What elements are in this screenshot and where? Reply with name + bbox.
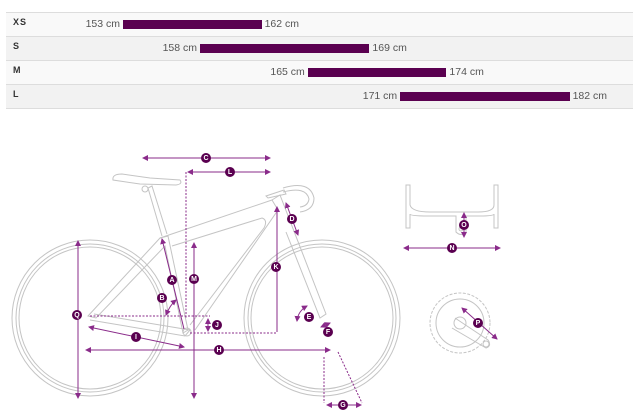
height-range-bar bbox=[200, 44, 370, 53]
svg-text:E: E bbox=[307, 314, 312, 321]
height-range-bar bbox=[123, 20, 262, 29]
dimension-lines bbox=[75, 155, 501, 408]
max-height-label: 174 cm bbox=[449, 66, 484, 78]
dimension-badge-q: Q bbox=[72, 310, 82, 320]
chain-stay bbox=[89, 313, 191, 337]
svg-text:G: G bbox=[340, 402, 346, 409]
svg-text:K: K bbox=[273, 264, 278, 271]
svg-text:D: D bbox=[289, 216, 294, 223]
handlebar bbox=[282, 185, 315, 213]
dimension-badge-g: G bbox=[338, 400, 348, 410]
size-row-xs: XS 153 cm 162 cm bbox=[6, 13, 633, 37]
size-label: L bbox=[13, 89, 20, 99]
crank-arm bbox=[451, 317, 491, 349]
dimension-badge-f: F bbox=[323, 327, 333, 337]
stem bbox=[265, 189, 287, 199]
max-height-label: 169 cm bbox=[372, 42, 407, 54]
min-height-label: 165 cm bbox=[270, 66, 305, 78]
max-height-label: 162 cm bbox=[264, 18, 300, 30]
size-chart: XS 153 cm 162 cm S 158 cm 169 cm M 165 cm 174 cm… bbox=[6, 12, 633, 109]
dimension-badge-c: C bbox=[201, 153, 211, 163]
size-label: M bbox=[13, 65, 22, 75]
seat-post bbox=[147, 185, 168, 237]
dimension-badge-n: N bbox=[447, 243, 457, 253]
dimension-badge-p: P bbox=[473, 318, 483, 328]
dimension-badge-e: E bbox=[304, 312, 314, 322]
max-height-label: 182 cm bbox=[572, 90, 608, 102]
size-label: S bbox=[13, 41, 21, 51]
svg-text:J: J bbox=[215, 322, 219, 329]
dimension-badge-k: K bbox=[271, 262, 281, 272]
svg-text:F: F bbox=[326, 329, 331, 336]
size-row-m: M 165 cm 174 cm bbox=[6, 61, 633, 85]
min-height-label: 153 cm bbox=[85, 18, 120, 30]
size-label: XS bbox=[13, 17, 28, 27]
svg-text:P: P bbox=[476, 320, 481, 327]
svg-text:I: I bbox=[135, 334, 137, 341]
fork bbox=[271, 194, 327, 319]
dimension-badge-a: A bbox=[167, 275, 177, 285]
rear-wheel bbox=[11, 239, 169, 397]
svg-text:C: C bbox=[203, 155, 208, 162]
dimension-badge-b: B bbox=[157, 293, 167, 303]
saddle bbox=[112, 173, 182, 186]
dimension-badge-h: H bbox=[214, 345, 224, 355]
min-height-label: 158 cm bbox=[162, 42, 197, 54]
dimension-badge-d: D bbox=[287, 214, 297, 224]
dimension-badge-i: I bbox=[131, 332, 141, 342]
handlebar-front-view bbox=[405, 184, 499, 235]
height-range-bar bbox=[400, 92, 570, 101]
bike-frame-outline bbox=[11, 173, 499, 397]
dimension-badge-j: J bbox=[212, 320, 222, 330]
dimension-badge-o: O bbox=[459, 220, 469, 230]
svg-text:A: A bbox=[169, 277, 174, 284]
svg-text:H: H bbox=[216, 347, 221, 354]
height-range-bar bbox=[307, 68, 447, 77]
dimension-badge-l: L bbox=[225, 167, 235, 177]
size-row-l: L 171 cm 182 cm bbox=[6, 85, 633, 109]
top-down-tube bbox=[159, 199, 279, 331]
svg-text:L: L bbox=[228, 169, 233, 176]
svg-text:N: N bbox=[449, 245, 454, 252]
svg-text:M: M bbox=[191, 276, 197, 283]
svg-text:O: O bbox=[461, 222, 467, 229]
svg-text:Q: Q bbox=[74, 312, 80, 319]
front-wheel bbox=[243, 239, 401, 397]
size-row-s: S 158 cm 169 cm bbox=[6, 37, 633, 61]
svg-text:B: B bbox=[159, 295, 164, 302]
min-height-label: 171 cm bbox=[362, 90, 398, 102]
dimension-badge-m: M bbox=[189, 274, 199, 284]
